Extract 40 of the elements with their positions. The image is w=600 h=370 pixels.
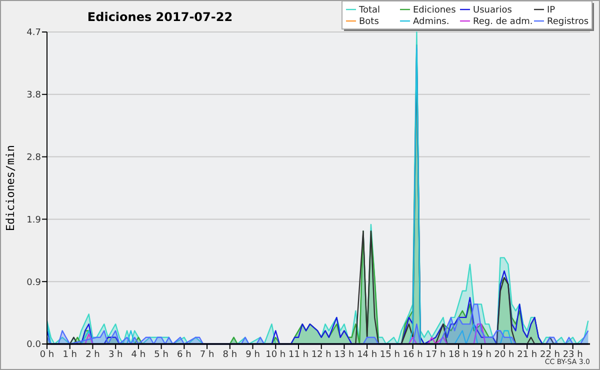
y-tick-label: 1.9 <box>26 215 42 226</box>
x-tick-label: 19 h <box>471 350 492 360</box>
y-tick-label: 2.8 <box>26 152 42 163</box>
chart-title: Ediciones 2017-07-22 <box>87 10 233 24</box>
legend-label: Registros <box>547 17 589 28</box>
legend-label: Ediciones <box>413 6 456 16</box>
x-tick-label: 13 h <box>334 350 354 360</box>
x-tick-label: 17 h <box>426 350 446 360</box>
x-tick-label: 6 h <box>177 350 192 360</box>
legend-label: Admins. <box>413 17 450 28</box>
x-tick-label: 7 h <box>200 350 214 360</box>
legend-label: Usuarios <box>473 6 512 16</box>
x-tick-label: 18 h <box>448 350 469 360</box>
legend-label: Bots <box>359 17 380 28</box>
x-tick-label: 12 h <box>311 350 332 360</box>
y-tick-label: 0.9 <box>26 278 42 288</box>
x-tick-label: 8 h <box>222 350 238 360</box>
x-tick-label: 22 h <box>540 350 560 360</box>
x-tick-label: 15 h <box>380 350 400 360</box>
x-tick-label: 16 h <box>402 350 423 360</box>
x-tick-label: 14 h <box>357 350 378 360</box>
legend-label: Total <box>358 6 380 16</box>
y-axis-title: Ediciones/min <box>4 144 17 232</box>
x-tick-label: 20 h <box>494 350 514 360</box>
x-tick-label: 11 h <box>288 350 309 360</box>
x-tick-label: 23 h <box>562 350 583 360</box>
legend-label: IP <box>547 6 556 16</box>
y-tick-label: 4.7 <box>26 28 41 38</box>
legend-label: Reg. de adm. <box>473 17 533 28</box>
y-tick-label: 0.0 <box>26 340 42 350</box>
x-tick-label: 4 h <box>131 350 146 360</box>
x-tick-label: 0 h <box>40 350 54 360</box>
x-tick-label: 1 h <box>62 350 78 360</box>
x-tick-label: 21 h <box>517 350 538 360</box>
y-tick-label: 3.8 <box>26 90 42 101</box>
x-tick-label: 3 h <box>108 350 123 360</box>
x-tick-label: 9 h <box>246 350 260 360</box>
x-tick-label: 5 h <box>154 350 168 360</box>
x-tick-label: 2 h <box>86 350 100 360</box>
x-tick-label: 10 h <box>266 350 286 360</box>
